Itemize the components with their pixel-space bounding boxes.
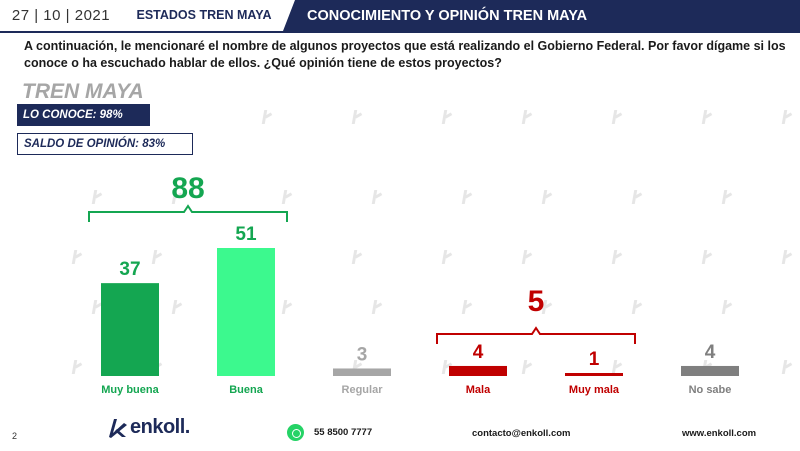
category-label: Muy mala <box>569 384 620 396</box>
survey-question: A continuación, le mencionaré el nombre … <box>24 39 786 70</box>
section-title: TREN MAYA <box>22 80 144 103</box>
phone-number: 55 8500 7777 <box>314 427 373 438</box>
category-label: Muy buena <box>101 384 159 396</box>
top-bar: 27 | 10 | 2021 ESTADOS TREN MAYA CONOCIM… <box>0 0 800 31</box>
conoce-badge: LO CONOCE: 98% <box>17 104 150 126</box>
phone-contact: 55 8500 7777 <box>287 424 372 441</box>
bar-no-sabe <box>681 365 739 376</box>
logo-text: enkoll. <box>130 416 190 438</box>
website-url: www.enkoll.com <box>682 428 757 439</box>
bar-mala <box>449 365 507 376</box>
email-address: contacto@enkoll.com <box>472 428 571 439</box>
group-bracket <box>88 204 288 222</box>
group-total-label: 5 <box>528 285 545 318</box>
header-divider <box>0 31 800 33</box>
group-total-label: 88 <box>171 172 204 205</box>
data-label: 4 <box>705 342 716 363</box>
data-label: 1 <box>589 349 600 370</box>
bar-muy-mala <box>565 373 623 376</box>
data-label: 4 <box>473 342 484 363</box>
enkoll-logo-icon <box>109 418 127 438</box>
category-label: Mala <box>466 384 491 396</box>
bar-buena <box>217 248 275 376</box>
category-label: No sabe <box>689 384 732 396</box>
whatsapp-icon <box>287 424 304 441</box>
enkoll-logo: enkoll. <box>106 416 190 439</box>
date-label: 27 | 10 | 2021 <box>11 7 111 24</box>
category-label: Regular <box>342 384 384 396</box>
bar-muy-buena <box>101 283 159 376</box>
data-label: 51 <box>235 224 257 245</box>
category-label: Buena <box>229 384 264 396</box>
bar-regular <box>333 368 391 376</box>
page-number: 2 <box>12 431 18 441</box>
data-label: 3 <box>357 344 368 365</box>
group-bracket <box>436 326 636 344</box>
data-label: 37 <box>119 259 140 280</box>
saldo-badge: SALDO DE OPINIÓN: 83% <box>17 133 193 155</box>
slide-title: CONOCIMIENTO Y OPINIÓN TREN MAYA <box>283 0 800 31</box>
state-label: ESTADOS TREN MAYA <box>136 8 272 22</box>
